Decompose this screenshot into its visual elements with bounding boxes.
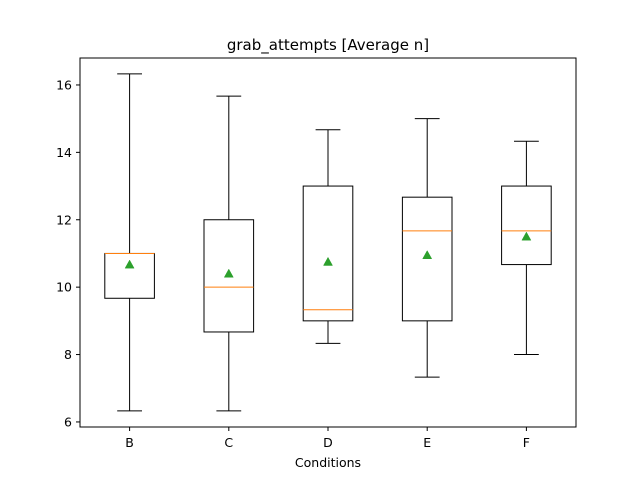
y-tick-label: 16 — [56, 77, 72, 92]
mean-marker — [422, 250, 433, 259]
box-iqr — [501, 185, 552, 266]
box-iqr — [302, 185, 354, 322]
mean-marker — [223, 268, 234, 278]
y-tick-label: 14 — [56, 145, 72, 160]
y-tick-label: 10 — [56, 280, 72, 295]
x-tick-label: F — [523, 435, 530, 450]
box-group-d — [302, 129, 354, 344]
x-tick-label: E — [423, 435, 431, 450]
x-axis: B C D E F — [125, 427, 530, 450]
mean-marker — [124, 259, 135, 269]
mean-marker — [323, 256, 333, 266]
box-group-f — [501, 140, 552, 356]
mean-marker — [521, 231, 532, 241]
x-tick-label: D — [323, 435, 333, 450]
box-group-b — [104, 73, 155, 412]
y-tick-label: 12 — [56, 212, 72, 227]
y-axis: 6 8 10 12 14 16 — [56, 77, 80, 429]
x-axis-label: Conditions — [295, 455, 361, 470]
y-tick-label: 8 — [64, 347, 72, 362]
x-tick-label: B — [125, 435, 134, 450]
box-group-c — [203, 95, 255, 412]
plot-area — [104, 73, 552, 412]
box-group-e — [401, 118, 453, 378]
box-iqr — [401, 196, 453, 322]
x-tick-label: C — [224, 435, 233, 450]
chart-title: grab_attempts [Average n] — [227, 36, 429, 55]
y-tick-label: 6 — [64, 414, 72, 429]
box-iqr — [203, 219, 255, 333]
